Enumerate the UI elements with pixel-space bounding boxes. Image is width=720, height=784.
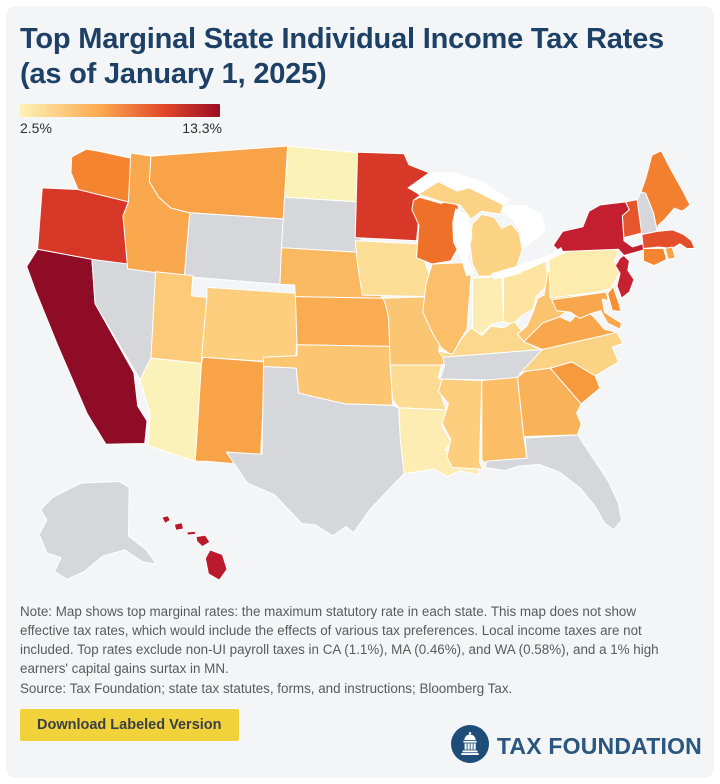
great-lakes-group	[407, 171, 565, 280]
state-co[interactable]: Colorado: 4.4%	[200, 286, 301, 364]
state-hi[interactable]: Hawaii: 11%	[161, 514, 171, 524]
state-nd[interactable]: North Dakota: 2.5%	[284, 145, 362, 202]
legend-min-label: 2.5%	[20, 119, 52, 136]
state-hi[interactable]: Hawaii: 11%	[173, 521, 185, 531]
state-hi[interactable]: Hawaii: 11%	[186, 530, 197, 536]
state-ct[interactable]: Connecticut: 6.99%	[642, 247, 668, 266]
capitol-dome-icon	[450, 725, 489, 768]
state-wy[interactable]: Wyoming	[183, 211, 286, 285]
state-de[interactable]: Delaware: 6.6%	[607, 285, 622, 312]
state-ks[interactable]: Kansas: 5.58%	[294, 295, 391, 347]
state-wi[interactable]: Wisconsin: 7.65%	[411, 196, 460, 265]
state-md[interactable]: Maryland: 5.75%	[551, 291, 623, 330]
state-ma[interactable]: Massachusetts: 9%	[641, 228, 696, 249]
source-text: Source: Tax Foundation; state tax statut…	[20, 680, 513, 696]
legend-labels: 2.5% 13.3%	[20, 120, 222, 136]
state-ut[interactable]: Utah: 4.55%	[150, 270, 208, 364]
legend-max-label: 13.3%	[182, 119, 222, 136]
note-block: Note: Map shows top marginal rates: the …	[20, 602, 684, 698]
state-ak[interactable]: Alaska	[38, 480, 157, 580]
state-fl[interactable]: Florida	[484, 433, 623, 530]
state-sd[interactable]: South Dakota	[280, 196, 364, 253]
state-ms[interactable]: Mississippi: 4.4%	[437, 378, 484, 470]
lake-huron	[500, 204, 546, 249]
state-hi[interactable]: Hawaii: 11%	[195, 534, 211, 547]
page-title: Top Marginal State Individual Income Tax…	[20, 23, 664, 90]
tax-foundation-logo[interactable]: TAX FOUNDATION	[450, 725, 702, 768]
state-ar[interactable]: Arkansas: 3.9%	[389, 364, 447, 411]
color-scale-legend: 2.5% 13.3%	[6, 92, 714, 136]
brand-name: TAX FOUNDATION	[496, 733, 702, 759]
state-nc[interactable]: North Carolina: 4.25%	[518, 331, 624, 376]
state-nj[interactable]: New Jersey: 10.75%	[614, 254, 635, 299]
state-tx[interactable]: Texas	[225, 365, 405, 536]
states-group: Washington: 7% Oregon: 9.9% California: …	[26, 145, 696, 581]
state-hi[interactable]: Hawaii: 11%	[204, 548, 228, 581]
state-in[interactable]: Indiana: 3%	[471, 275, 505, 335]
lake-erie	[491, 246, 565, 280]
lake-michigan	[452, 207, 475, 277]
state-mi[interactable]: Michigan: 4.25%	[468, 213, 523, 277]
state-ri[interactable]: Rhode Island: 5.99%	[664, 246, 676, 260]
download-labeled-version-button[interactable]: Download Labeled Version	[20, 708, 239, 741]
note-text: Note: Map shows top marginal rates: the …	[20, 603, 659, 676]
us-choropleth-map: Washington: 7% Oregon: 9.9% California: …	[6, 132, 714, 598]
state-me[interactable]: Maine: 7.15%	[640, 149, 691, 232]
lake-superior	[407, 171, 512, 205]
infographic-card: Top Marginal State Individual Income Tax…	[6, 6, 714, 778]
legend-gradient-bar	[20, 103, 220, 117]
state-nm[interactable]: New Mexico: 5.9%	[194, 356, 266, 464]
state-az[interactable]: Arizona: 2.5%	[139, 357, 202, 462]
